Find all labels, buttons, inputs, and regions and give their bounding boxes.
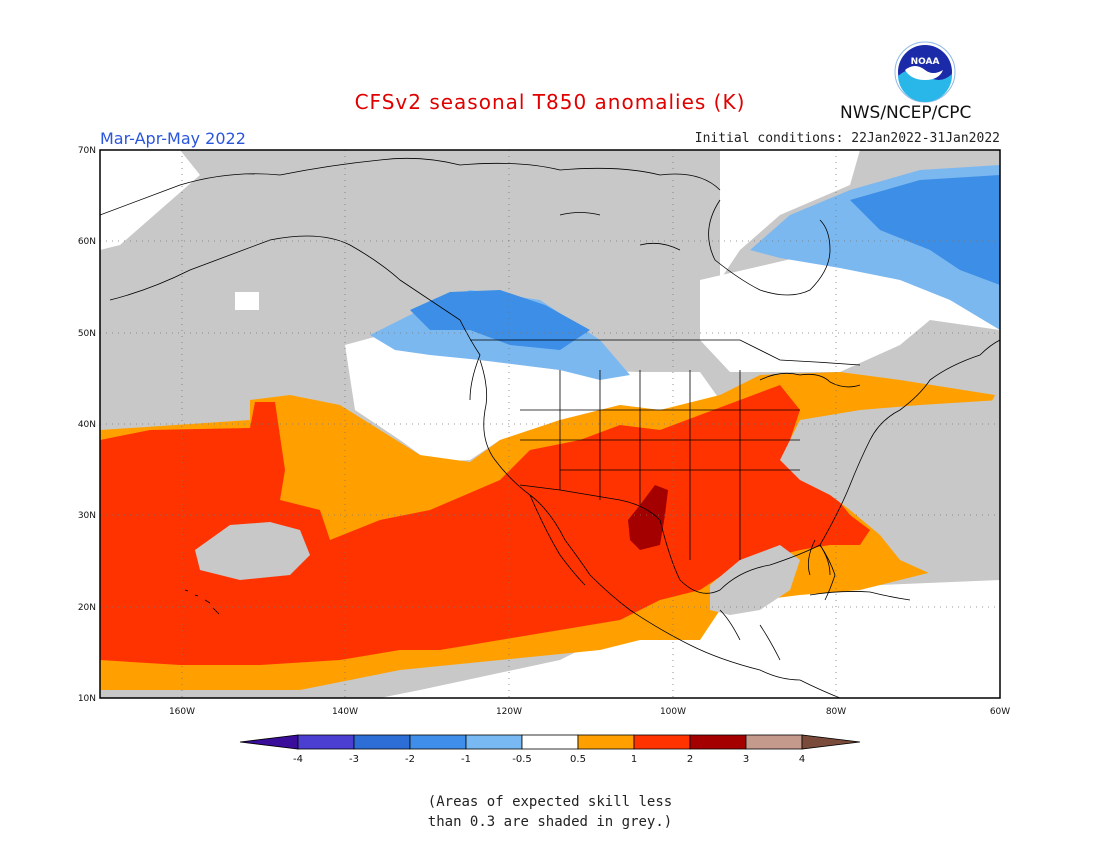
skill-note-line-1: (Areas of expected skill less: [427, 794, 673, 810]
lon-label: 120W: [496, 707, 522, 717]
us-mexico-border: [519, 484, 661, 521]
colorbar-label: 2: [687, 754, 693, 765]
lat-labels: 70N 60N 50N 40N 30N 20N 10N: [78, 146, 96, 704]
grey-hole-pacific: [195, 522, 310, 580]
lat-label: 70N: [78, 146, 96, 156]
noaa-logo-icon: NOAA: [894, 41, 956, 103]
lon-labels: 160W 140W 120W 100W 80W 60W: [169, 707, 1010, 717]
central-america: [799, 679, 841, 698]
blue-northwest: [410, 290, 590, 350]
lon-label: 140W: [332, 707, 358, 717]
lat-label: 30N: [78, 511, 96, 521]
colorbar-segment: [521, 734, 579, 750]
hawaii: [184, 589, 220, 615]
lat-label: 50N: [78, 329, 96, 339]
dark-red-core: [628, 485, 668, 550]
us-canada-border: [470, 339, 861, 366]
initial-conditions: Initial conditions: 22Jan2022-31Jan2022: [694, 131, 1000, 146]
hudson-bay: [708, 199, 831, 296]
east-coast-us: [819, 339, 1000, 546]
alaska-coast: [109, 235, 481, 401]
colorbar-label: -3: [349, 754, 359, 765]
colorbar-segment: [745, 734, 803, 750]
colorbar: -4 -3 -2 -1 -0.5 0.5 1 2 3 4: [239, 734, 861, 765]
logo-text: NOAA: [911, 57, 940, 67]
colorbar-segment: [409, 734, 467, 750]
lon-label: 80W: [826, 707, 846, 717]
lat-label: 10N: [78, 694, 96, 704]
blue-canada-east: [850, 175, 1000, 285]
white-region-west: [345, 330, 720, 462]
lat-label: 60N: [78, 237, 96, 247]
coastlines: [100, 157, 1000, 698]
agency-label: NWS/NCEP/CPC: [840, 103, 972, 123]
florida: [807, 539, 836, 601]
forecast-period: Mar-Apr-May 2022: [100, 129, 246, 148]
great-lakes: [759, 372, 861, 388]
colorbar-label: -0.5: [512, 754, 532, 765]
white-region-northeast: [720, 150, 860, 280]
lat-label: 40N: [78, 420, 96, 430]
grey-region-east-us: [780, 400, 1000, 578]
white-region-arctic: [100, 150, 200, 250]
lon-label: 60W: [990, 707, 1010, 717]
mexico-pacific: [589, 574, 801, 681]
colorbar-segment: [297, 734, 355, 750]
arctic-coast: [100, 157, 721, 216]
colorbar-label: 3: [743, 754, 749, 765]
colorbar-label: -4: [293, 754, 303, 765]
colorbar-segment: [577, 734, 635, 750]
colorbar-segment: [465, 734, 523, 750]
map-frame: [99, 149, 1001, 699]
lon-label: 160W: [169, 707, 195, 717]
colorbar-segment: [353, 734, 411, 750]
skill-note-line-2: than 0.3 are shaded in grey.): [427, 814, 673, 830]
colorbar-segment: [633, 734, 691, 750]
lon-label: 100W: [660, 707, 686, 717]
colorbar-label: -1: [461, 754, 471, 765]
hudson-islands: [559, 212, 681, 251]
red-region-main: [100, 385, 870, 665]
map-title: CFSv2 seasonal T850 anomalies (K): [354, 90, 746, 114]
colorbar-label: 1: [631, 754, 637, 765]
baja: [529, 494, 586, 586]
graticule: [100, 150, 1000, 698]
colorbar-label: 0.5: [570, 754, 586, 765]
colorbar-arrow-low: [239, 734, 299, 750]
skill-note: (Areas of expected skill less than 0.3 a…: [0, 792, 1100, 832]
west-coast-us: [479, 359, 591, 576]
colorbar-arrow-high: [801, 734, 861, 750]
colorbar-label: -2: [405, 754, 415, 765]
colorbar-segment: [689, 734, 747, 750]
white-patch-alaska: [235, 292, 259, 310]
colorbar-label: 4: [799, 754, 805, 765]
lat-label: 20N: [78, 603, 96, 613]
yucatan: [719, 609, 781, 661]
cuba: [809, 591, 911, 601]
